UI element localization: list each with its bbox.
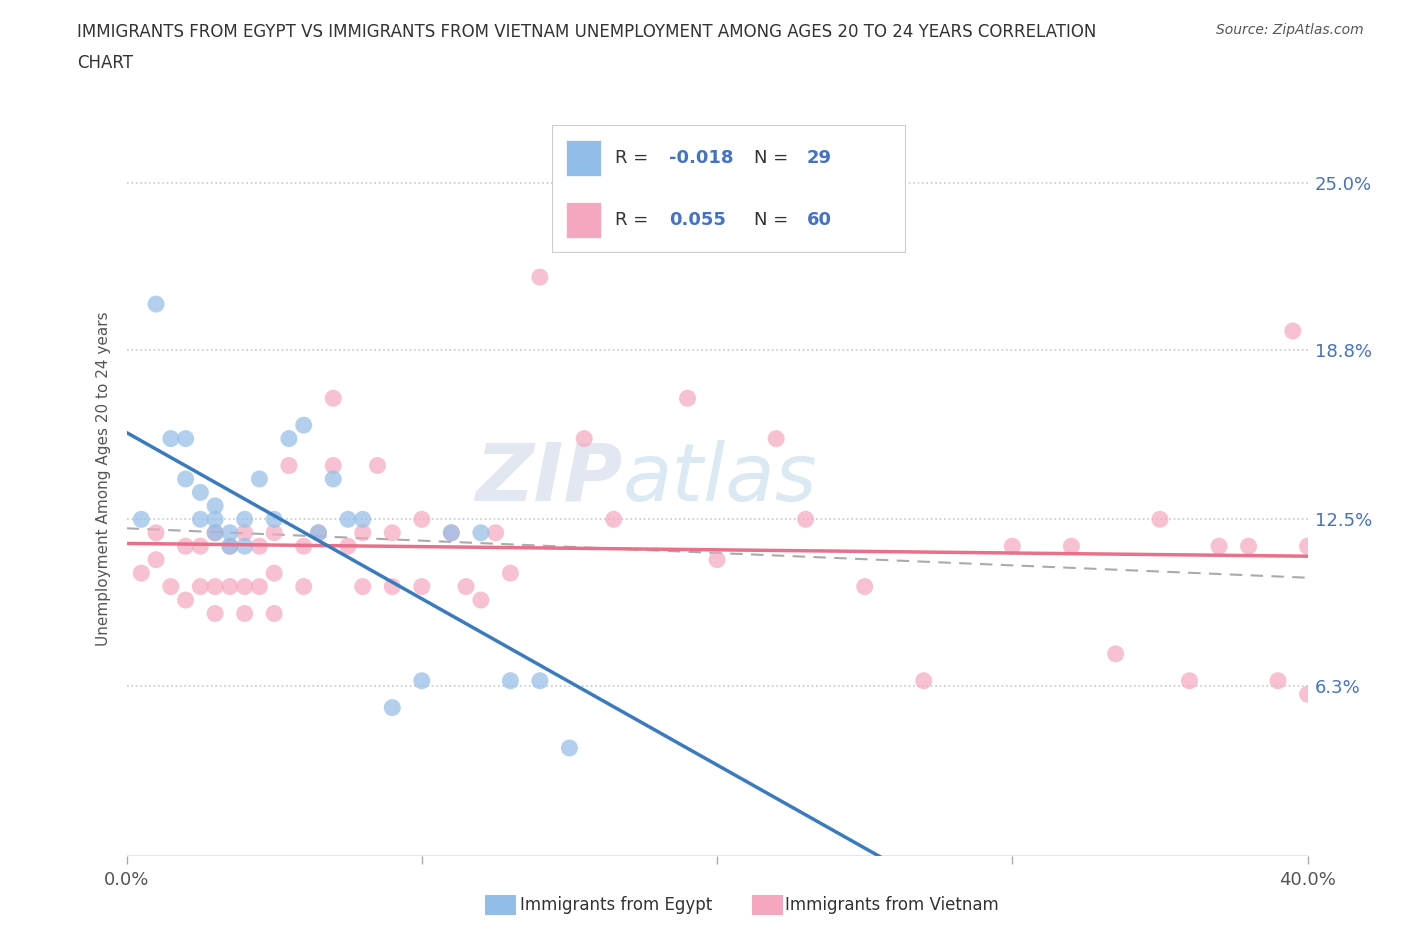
- Point: [278, 458, 301, 473]
- Point: [411, 512, 433, 526]
- Point: [204, 512, 226, 526]
- Point: [233, 525, 256, 540]
- Point: [381, 525, 404, 540]
- Point: [381, 579, 404, 594]
- Point: [1149, 512, 1171, 526]
- Point: [249, 579, 271, 594]
- Point: [233, 538, 256, 553]
- Point: [263, 565, 285, 580]
- Point: [411, 673, 433, 688]
- Point: [322, 458, 344, 473]
- Point: [204, 579, 226, 594]
- Point: [706, 552, 728, 567]
- Point: [204, 525, 226, 540]
- Point: [145, 552, 167, 567]
- Point: [1237, 538, 1260, 553]
- Point: [1208, 538, 1230, 553]
- Point: [145, 525, 167, 540]
- Point: [367, 458, 389, 473]
- Point: [174, 538, 197, 553]
- Point: [381, 700, 404, 715]
- Point: [912, 673, 935, 688]
- Point: [292, 579, 315, 594]
- Point: [440, 525, 463, 540]
- Point: [337, 512, 360, 526]
- Point: [470, 592, 492, 607]
- Point: [188, 512, 212, 526]
- Point: [1178, 673, 1201, 688]
- Point: [129, 565, 153, 580]
- Point: [794, 512, 817, 526]
- Point: [233, 606, 256, 621]
- Point: [219, 538, 242, 553]
- Point: [263, 525, 285, 540]
- Point: [499, 673, 522, 688]
- Point: [352, 579, 374, 594]
- Point: [160, 579, 183, 594]
- Point: [292, 538, 315, 553]
- Point: [1282, 324, 1305, 339]
- Point: [484, 525, 508, 540]
- Point: [1001, 538, 1024, 553]
- Point: [174, 432, 197, 446]
- Point: [249, 472, 271, 486]
- Point: [129, 512, 153, 526]
- Point: [603, 512, 626, 526]
- Text: CHART: CHART: [77, 54, 134, 72]
- Point: [499, 565, 522, 580]
- Point: [204, 498, 226, 513]
- Point: [292, 418, 315, 432]
- Point: [1105, 646, 1128, 661]
- Point: [337, 538, 360, 553]
- Y-axis label: Unemployment Among Ages 20 to 24 years: Unemployment Among Ages 20 to 24 years: [96, 312, 111, 646]
- Point: [352, 525, 374, 540]
- Point: [470, 525, 492, 540]
- Point: [263, 606, 285, 621]
- Point: [160, 432, 183, 446]
- Point: [174, 472, 197, 486]
- Point: [352, 512, 374, 526]
- Point: [219, 525, 242, 540]
- Text: Immigrants from Egypt: Immigrants from Egypt: [520, 896, 713, 914]
- Point: [278, 432, 301, 446]
- Point: [1060, 538, 1083, 553]
- Point: [456, 579, 478, 594]
- Point: [1267, 673, 1289, 688]
- Text: Immigrants from Vietnam: Immigrants from Vietnam: [785, 896, 998, 914]
- Point: [440, 525, 463, 540]
- Point: [411, 579, 433, 594]
- Point: [204, 606, 226, 621]
- Point: [1296, 538, 1319, 553]
- Point: [1296, 686, 1319, 701]
- Point: [249, 538, 271, 553]
- Text: atlas: atlas: [623, 440, 817, 518]
- Point: [233, 579, 256, 594]
- Point: [145, 297, 167, 312]
- Point: [219, 579, 242, 594]
- Text: Source: ZipAtlas.com: Source: ZipAtlas.com: [1216, 23, 1364, 37]
- Text: ZIP: ZIP: [475, 440, 623, 518]
- Point: [204, 525, 226, 540]
- Point: [233, 512, 256, 526]
- Point: [322, 472, 344, 486]
- Point: [529, 673, 551, 688]
- Point: [174, 592, 197, 607]
- Point: [765, 432, 787, 446]
- Point: [574, 432, 596, 446]
- Point: [322, 391, 344, 405]
- Point: [188, 485, 212, 499]
- Point: [676, 391, 699, 405]
- Point: [853, 579, 876, 594]
- Point: [558, 740, 581, 755]
- Text: IMMIGRANTS FROM EGYPT VS IMMIGRANTS FROM VIETNAM UNEMPLOYMENT AMONG AGES 20 TO 2: IMMIGRANTS FROM EGYPT VS IMMIGRANTS FROM…: [77, 23, 1097, 41]
- Point: [188, 538, 212, 553]
- Point: [263, 512, 285, 526]
- Point: [308, 525, 330, 540]
- Point: [219, 538, 242, 553]
- Point: [188, 579, 212, 594]
- Point: [308, 525, 330, 540]
- Point: [529, 270, 551, 285]
